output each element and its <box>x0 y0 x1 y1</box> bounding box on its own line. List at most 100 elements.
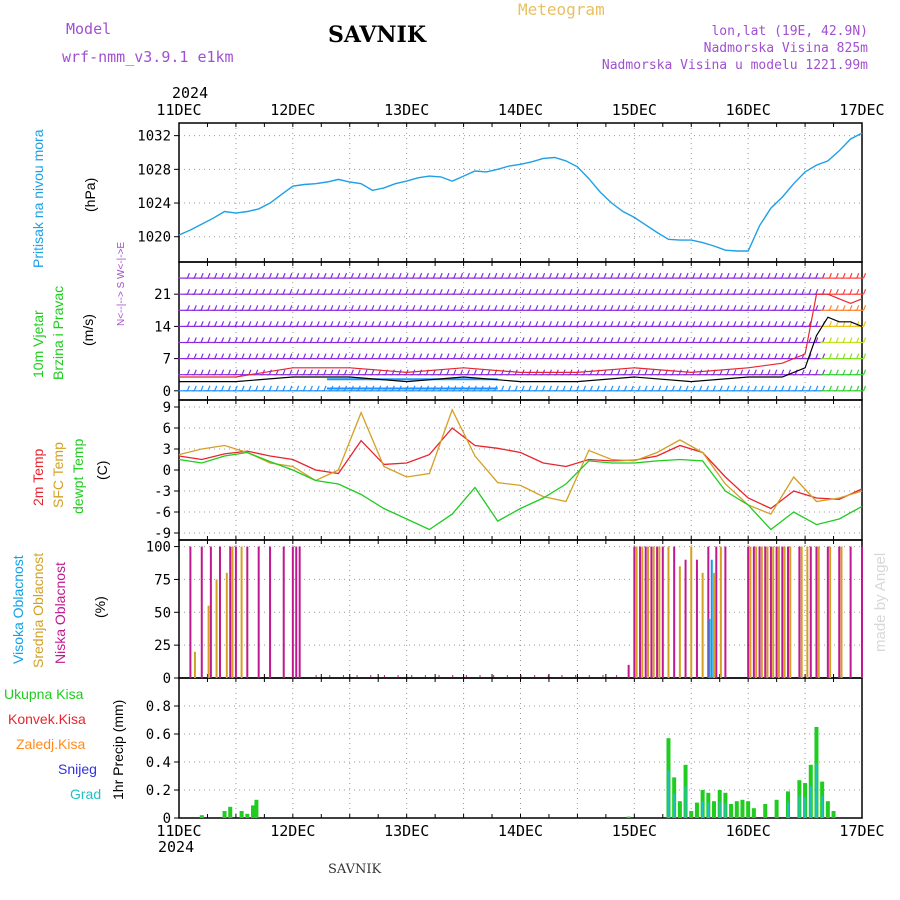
wind-barb-flag <box>412 272 416 279</box>
wind-barb-flag <box>268 385 272 392</box>
cloud-bar-0 <box>815 546 818 678</box>
cloud-bar-1 <box>193 651 196 678</box>
wind-barb-flag <box>863 305 867 311</box>
wind-barb-flag <box>746 337 751 343</box>
wind-barb-flag <box>548 385 552 392</box>
date-label-bottom: 16DEC <box>726 822 771 840</box>
wind-barb-flag <box>555 385 559 392</box>
cloud-bar-0 <box>724 546 727 678</box>
wind-barb-flag <box>214 353 218 359</box>
wind-barb-flag <box>494 337 498 343</box>
cloud-bar-1 <box>641 546 644 678</box>
wind-barb-flag <box>193 353 197 359</box>
wind-barb-flag <box>289 272 293 279</box>
ytick-label-2: -6 <box>154 505 171 521</box>
wind-barb-flag <box>234 369 238 375</box>
wind-barb-flag <box>856 305 860 311</box>
wind-barb-flag <box>261 385 266 392</box>
wind-barb-flag <box>746 305 751 311</box>
wind-barb-flag <box>535 337 539 343</box>
wind-barb-flag <box>186 337 190 343</box>
wind-barb-flag <box>350 305 354 311</box>
wind-barb-flag <box>384 337 389 343</box>
cloud-trace <box>329 675 331 677</box>
wind-barb-flag <box>767 385 771 392</box>
legend-total-rain: Ukupna Kisa <box>4 686 84 702</box>
wind-barb-flag <box>289 337 293 343</box>
cloud-bar-0 <box>775 546 778 678</box>
wind-barb-flag <box>248 369 252 375</box>
wind-barb-flag <box>289 385 293 392</box>
wind-barb-flag <box>596 288 600 295</box>
ytick-label-2: 3 <box>163 442 171 458</box>
wind-barb-flag <box>214 321 218 327</box>
wind-barb-flag <box>589 288 593 295</box>
wind-barb-flag <box>405 288 409 295</box>
wind-barb-flag <box>610 305 614 311</box>
wind-barb-flag <box>569 337 573 343</box>
cloud-bar-1 <box>840 546 843 678</box>
wind-barb-flag <box>391 321 395 327</box>
cloud-bar-0 <box>229 546 232 678</box>
wind-barb-flag <box>664 272 669 279</box>
wind-barb-flag <box>446 353 450 359</box>
wind-barb-flag <box>630 288 634 295</box>
wind-barb-flag <box>815 385 819 392</box>
wind-barb-flag <box>357 337 361 343</box>
wind-barb-flag <box>200 288 204 295</box>
cloud-bar-0 <box>798 546 801 678</box>
wind-barb-flag <box>289 353 293 359</box>
wind-barb-flag <box>302 272 307 279</box>
wind-barb-flag <box>815 272 819 279</box>
wind-barb-flag <box>589 321 593 327</box>
wind-barb-flag <box>822 305 826 311</box>
wind-barb-flag <box>671 305 675 311</box>
wind-barb-flag <box>555 305 559 311</box>
wind-barb-flag <box>828 337 832 343</box>
wind-barb-flag <box>357 353 361 359</box>
wind-barb-flag <box>849 385 853 392</box>
wind-barb-flag <box>705 321 710 327</box>
wind-barb-flag <box>268 288 272 295</box>
wind-barb-flag <box>692 272 696 279</box>
wind-barb-flag <box>842 272 846 279</box>
wind-barb-flag <box>268 369 272 375</box>
wind-barb-flag <box>705 288 710 295</box>
wind-barb-flag <box>781 321 785 327</box>
cloud-bar-0 <box>764 546 767 678</box>
wind-barb-flag <box>391 288 395 295</box>
wind-barb-flag <box>863 288 867 295</box>
wind-barb-flag <box>555 272 559 279</box>
wind-barb-flag <box>343 305 348 311</box>
wind-barb-flag <box>815 321 819 327</box>
wind-barb-flag <box>705 385 710 392</box>
wind-barb-flag <box>685 305 689 311</box>
wind-barb-flag <box>767 337 771 343</box>
altitude-text: Nadmorska Visina 825m <box>703 41 868 56</box>
wind-barb-flag <box>658 272 662 279</box>
wind-barb-flag <box>302 321 307 327</box>
wind-barb-flag <box>501 321 505 327</box>
wind-barb-flag <box>241 385 245 392</box>
wind-barb-flag <box>460 369 464 375</box>
wind-barb-flag <box>316 321 320 327</box>
wind-barb-flag <box>651 272 655 279</box>
wind-barb-flag <box>302 305 307 311</box>
wind-barb-flag <box>473 353 477 359</box>
precip-bar <box>740 799 745 818</box>
wind-barb-flag <box>323 337 327 343</box>
wind-barb-flag <box>801 288 805 295</box>
wind-barb-flag <box>234 385 238 392</box>
wind-barb-flag <box>275 305 279 311</box>
wind-barb-flag <box>214 272 218 279</box>
wind-barb-flag <box>473 321 477 327</box>
wind-barb-flag <box>241 321 245 327</box>
wind-barb-flag <box>623 353 628 359</box>
wind-barb-flag <box>685 321 689 327</box>
precip-inner-bar <box>809 786 812 818</box>
cloud-bar-0 <box>861 546 863 678</box>
cloud-bar-0 <box>715 546 718 678</box>
wind-barb-flag <box>548 353 552 359</box>
wind-barb-flag <box>651 353 655 359</box>
cloud-bar-1 <box>667 546 670 678</box>
